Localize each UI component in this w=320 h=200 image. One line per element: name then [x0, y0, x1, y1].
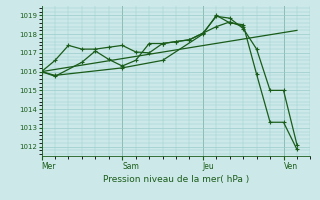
X-axis label: Pression niveau de la mer( hPa ): Pression niveau de la mer( hPa ): [103, 175, 249, 184]
